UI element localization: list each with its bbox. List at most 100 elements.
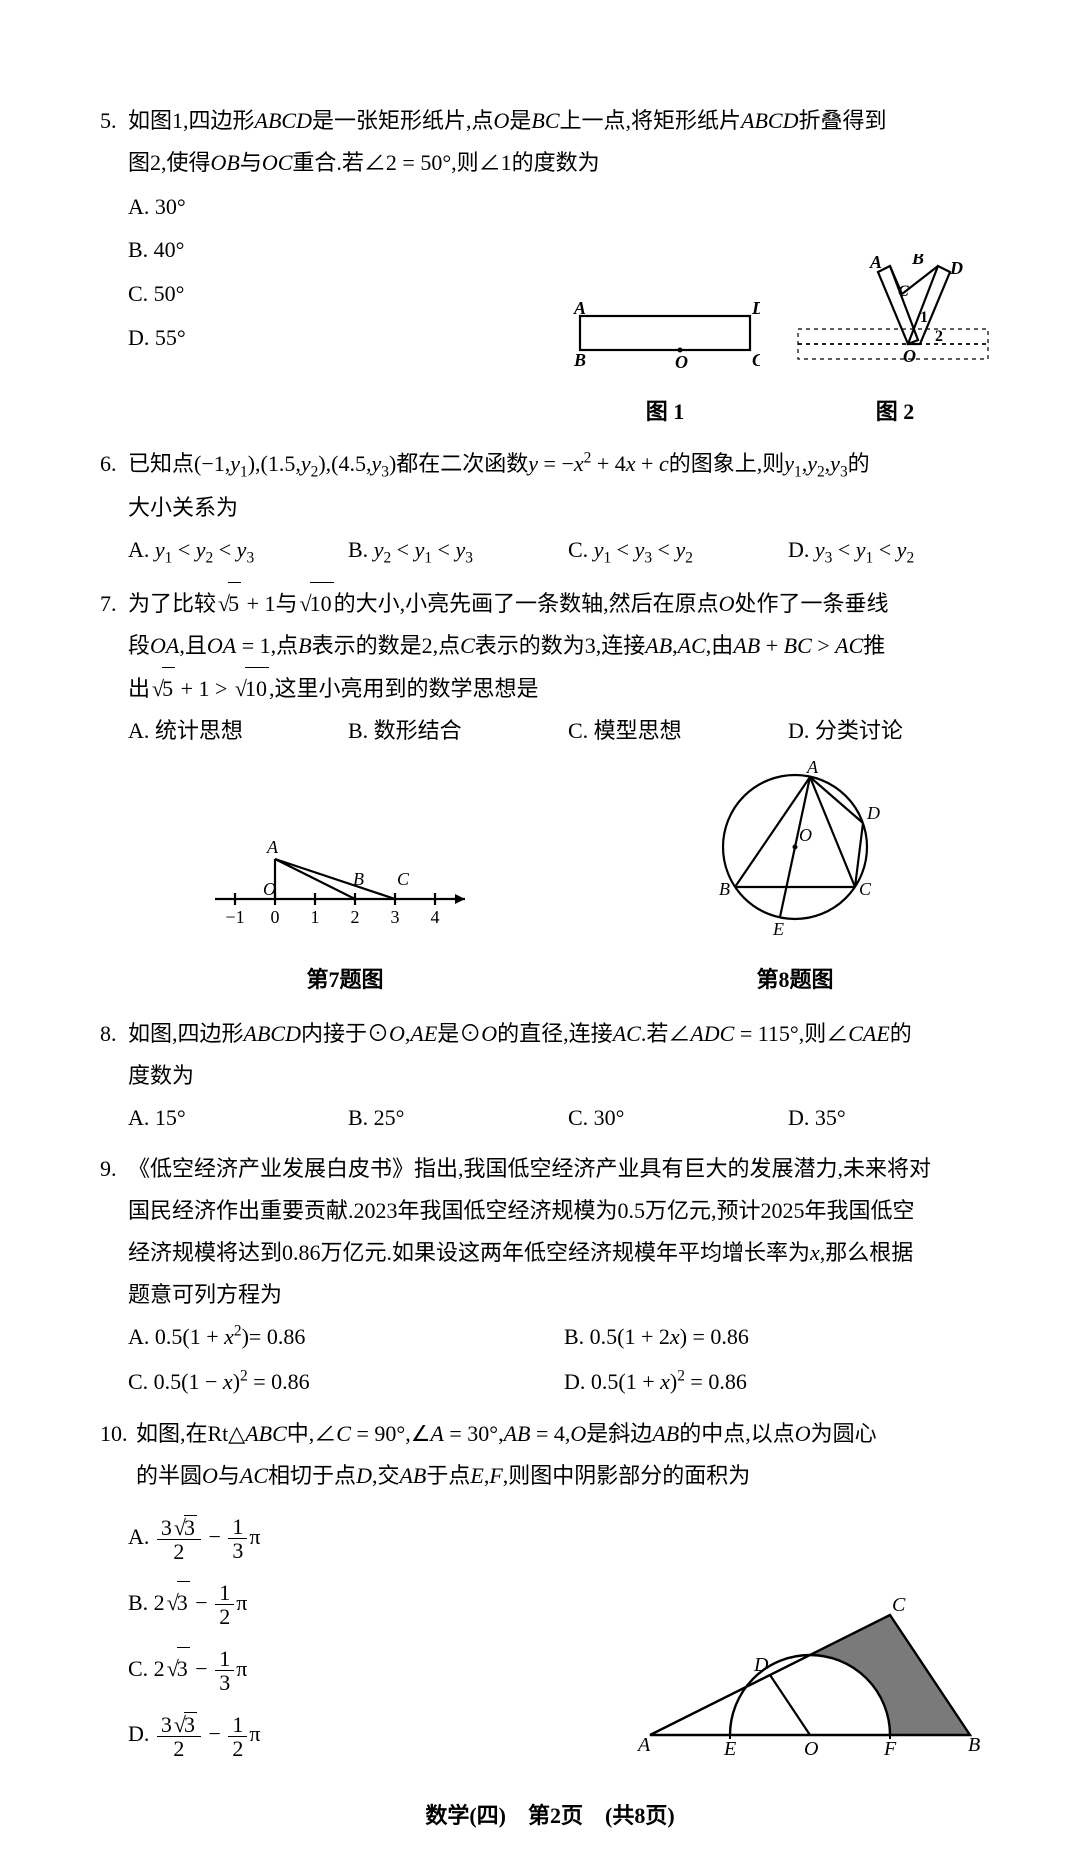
q5-fig1-caption: 图 1 bbox=[570, 391, 760, 433]
q7-stem-2: 段OA,且OA = 1,点B表示的数是2,点C表示的数为3,连接AB,AC,由A… bbox=[100, 625, 1000, 667]
page-footer: 数学(四) 第2页 (共8页) bbox=[100, 1798, 1000, 1830]
svg-text:D: D bbox=[949, 258, 963, 278]
svg-text:F: F bbox=[883, 1738, 897, 1760]
svg-text:B: B bbox=[573, 350, 586, 370]
svg-text:B: B bbox=[968, 1734, 980, 1756]
svg-text:C: C bbox=[752, 350, 760, 370]
q9-opt-d: D. 0.5(1 + x)2 = 0.86 bbox=[564, 1361, 1000, 1403]
svg-text:A: A bbox=[636, 1734, 651, 1756]
svg-text:C: C bbox=[898, 283, 909, 300]
svg-text:2: 2 bbox=[935, 328, 943, 345]
svg-text:O: O bbox=[903, 346, 916, 366]
q6-stem-1: 6.已知点(−1,y1),(1.5,y2),(4.5,y3)都在二次函数y = … bbox=[100, 443, 1000, 487]
svg-text:B: B bbox=[353, 869, 364, 889]
question-10: 10.如图,在Rt△ABC中,∠C = 90°,∠A = 30°,AB = 4,… bbox=[100, 1413, 1000, 1778]
q8-stem-1: 8.如图,四边形ABCD内接于⊙O,AE是⊙O的直径,连接AC.若∠ADC = … bbox=[100, 1013, 1000, 1055]
q8-opt-a: A. 15° bbox=[128, 1097, 340, 1139]
q7-stem-3: 出5 + 1 > 10,这里小亮用到的数学思想是 bbox=[100, 667, 1000, 710]
circle-inscribed-icon: A B C D E O bbox=[695, 759, 895, 939]
q6-opt-b: B. y2 < y1 < y3 bbox=[348, 529, 560, 573]
svg-text:E: E bbox=[772, 919, 784, 939]
q10-stem-1: 10.如图,在Rt△ABC中,∠C = 90°,∠A = 30°,AB = 4,… bbox=[100, 1413, 1000, 1455]
q9-opt-c: C. 0.5(1 − x)2 = 0.86 bbox=[128, 1361, 564, 1403]
svg-text:1: 1 bbox=[311, 907, 320, 927]
q5-figure-1: A D B C O 图 1 bbox=[570, 294, 760, 434]
svg-text:A: A bbox=[806, 759, 819, 777]
q5-opt-d: D. 55° bbox=[128, 317, 570, 359]
q8-opt-b: B. 25° bbox=[348, 1097, 560, 1139]
q8-options: A. 15° B. 25° C. 30° D. 35° bbox=[100, 1097, 1000, 1139]
q7-fig-caption: 第7题图 bbox=[205, 959, 485, 1001]
svg-text:−1: −1 bbox=[225, 907, 244, 927]
q5-figure-2: A B C D O 1 2 图 2 bbox=[790, 254, 1000, 434]
svg-text:O: O bbox=[675, 352, 688, 372]
q9-stem-1: 9.《低空经济产业发展白皮书》指出,我国低空经济产业具有巨大的发展潜力,未来将对 bbox=[100, 1148, 1000, 1190]
q8-stem-2: 度数为 bbox=[100, 1055, 1000, 1097]
q9-stem-2: 国民经济作出重要贡献.2023年我国低空经济规模为0.5万亿元,预计2025年我… bbox=[100, 1190, 1000, 1232]
q7-options: A. 统计思想 B. 数形结合 C. 模型思想 D. 分类讨论 bbox=[100, 710, 1000, 752]
rect-diagram-icon: A D B C O bbox=[570, 294, 760, 374]
q9-stem-3: 经济规模将达到0.86万亿元.如果设这两年低空经济规模年平均增长率为x,那么根据 bbox=[100, 1232, 1000, 1274]
q8-fig-caption: 第8题图 bbox=[695, 959, 895, 1001]
q6-opt-c: C. y1 < y3 < y2 bbox=[568, 529, 780, 573]
svg-text:D: D bbox=[753, 1654, 769, 1676]
svg-text:3: 3 bbox=[391, 907, 400, 927]
q9-stem-4: 题意可列方程为 bbox=[100, 1274, 1000, 1316]
q9-opt-a: A. 0.5(1 + x2)= 0.86 bbox=[128, 1316, 564, 1358]
q6-opt-d: D. y3 < y1 < y2 bbox=[788, 529, 1000, 573]
q10-opt-b: B. 23 − 12π bbox=[128, 1581, 620, 1629]
svg-text:D: D bbox=[751, 298, 760, 318]
svg-text:0: 0 bbox=[271, 907, 280, 927]
q7-stem-1: 7.为了比较5 + 1与10的大小,小亮先画了一条数轴,然后在原点O处作了一条垂… bbox=[100, 582, 1000, 625]
q5-options: A. 30° B. 40° C. 50° D. 55° bbox=[100, 184, 570, 434]
svg-text:C: C bbox=[892, 1594, 906, 1616]
q9-opt-b: B. 0.5(1 + 2x) = 0.86 bbox=[564, 1316, 1000, 1358]
svg-text:O: O bbox=[799, 825, 812, 845]
q5-stem-1: 5.如图1,四边形ABCD是一张矩形纸片,点O是BC上一点,将矩形纸片ABCD折… bbox=[100, 100, 1000, 142]
q8-opt-d: D. 35° bbox=[788, 1097, 1000, 1139]
q10-opt-d: D. 332 − 12π bbox=[128, 1712, 620, 1760]
question-7: 7.为了比较5 + 1与10的大小,小亮先画了一条数轴,然后在原点O处作了一条垂… bbox=[100, 582, 1000, 1001]
fold-diagram-icon: A B C D O 1 2 bbox=[790, 254, 1000, 374]
q10-opt-a: A. 332 − 13π bbox=[128, 1515, 620, 1563]
svg-text:2: 2 bbox=[351, 907, 360, 927]
svg-text:A: A bbox=[573, 298, 586, 318]
number-line-icon: −1 0 1 2 3 4 A O B C bbox=[205, 819, 485, 939]
question-9: 9.《低空经济产业发展白皮书》指出,我国低空经济产业具有巨大的发展潜力,未来将对… bbox=[100, 1148, 1000, 1403]
q5-stem-2: 图2,使得OB与OC重合.若∠2 = 50°,则∠1的度数为 bbox=[100, 142, 1000, 184]
q8-opt-c: C. 30° bbox=[568, 1097, 780, 1139]
svg-text:D: D bbox=[866, 803, 880, 823]
svg-text:A: A bbox=[869, 254, 882, 272]
q6-options: A. y1 < y2 < y3 B. y2 < y1 < y3 C. y1 < … bbox=[100, 529, 1000, 573]
question-5: 5.如图1,四边形ABCD是一张矩形纸片,点O是BC上一点,将矩形纸片ABCD折… bbox=[100, 100, 1000, 433]
svg-text:O: O bbox=[263, 879, 276, 899]
q5-opt-c: C. 50° bbox=[128, 273, 570, 315]
question-8: 8.如图,四边形ABCD内接于⊙O,AE是⊙O的直径,连接AC.若∠ADC = … bbox=[100, 1013, 1000, 1138]
q7-opt-b: B. 数形结合 bbox=[348, 710, 560, 752]
exam-page: 5.如图1,四边形ABCD是一张矩形纸片,点O是BC上一点,将矩形纸片ABCD折… bbox=[0, 0, 1080, 1870]
svg-text:C: C bbox=[859, 879, 872, 899]
q7-opt-a: A. 统计思想 bbox=[128, 710, 340, 752]
q6-opt-a: A. y1 < y2 < y3 bbox=[128, 529, 340, 573]
q7-opt-d: D. 分类讨论 bbox=[788, 710, 1000, 752]
q5-fig2-caption: 图 2 bbox=[790, 391, 1000, 433]
triangle-semicircle-icon: A B C D E O F bbox=[630, 1585, 990, 1765]
svg-text:A: A bbox=[266, 837, 279, 857]
svg-text:B: B bbox=[719, 879, 730, 899]
q10-options: A. 332 − 13π B. 23 − 12π C. 23 − 13π D. … bbox=[100, 1497, 620, 1778]
q7-opt-c: C. 模型思想 bbox=[568, 710, 780, 752]
q8-figure: A B C D E O 第8题图 bbox=[695, 759, 895, 1001]
svg-text:1: 1 bbox=[920, 309, 928, 326]
svg-text:E: E bbox=[723, 1738, 736, 1760]
q7-figure: −1 0 1 2 3 4 A O B C 第7题图 bbox=[205, 819, 485, 1001]
svg-text:O: O bbox=[804, 1738, 818, 1760]
q9-options: A. 0.5(1 + x2)= 0.86 B. 0.5(1 + 2x) = 0.… bbox=[100, 1316, 1000, 1404]
svg-text:4: 4 bbox=[431, 907, 440, 927]
q10-opt-c: C. 23 − 13π bbox=[128, 1647, 620, 1695]
q5-opt-b: B. 40° bbox=[128, 229, 570, 271]
svg-text:C: C bbox=[397, 869, 410, 889]
q5-opt-a: A. 30° bbox=[128, 186, 570, 228]
q6-stem-2: 大小关系为 bbox=[100, 487, 1000, 529]
q10-stem-2: 的半圆O与AC相切于点D,交AB于点E,F,则图中阴影部分的面积为 bbox=[100, 1455, 1000, 1497]
question-6: 6.已知点(−1,y1),(1.5,y2),(4.5,y3)都在二次函数y = … bbox=[100, 443, 1000, 572]
